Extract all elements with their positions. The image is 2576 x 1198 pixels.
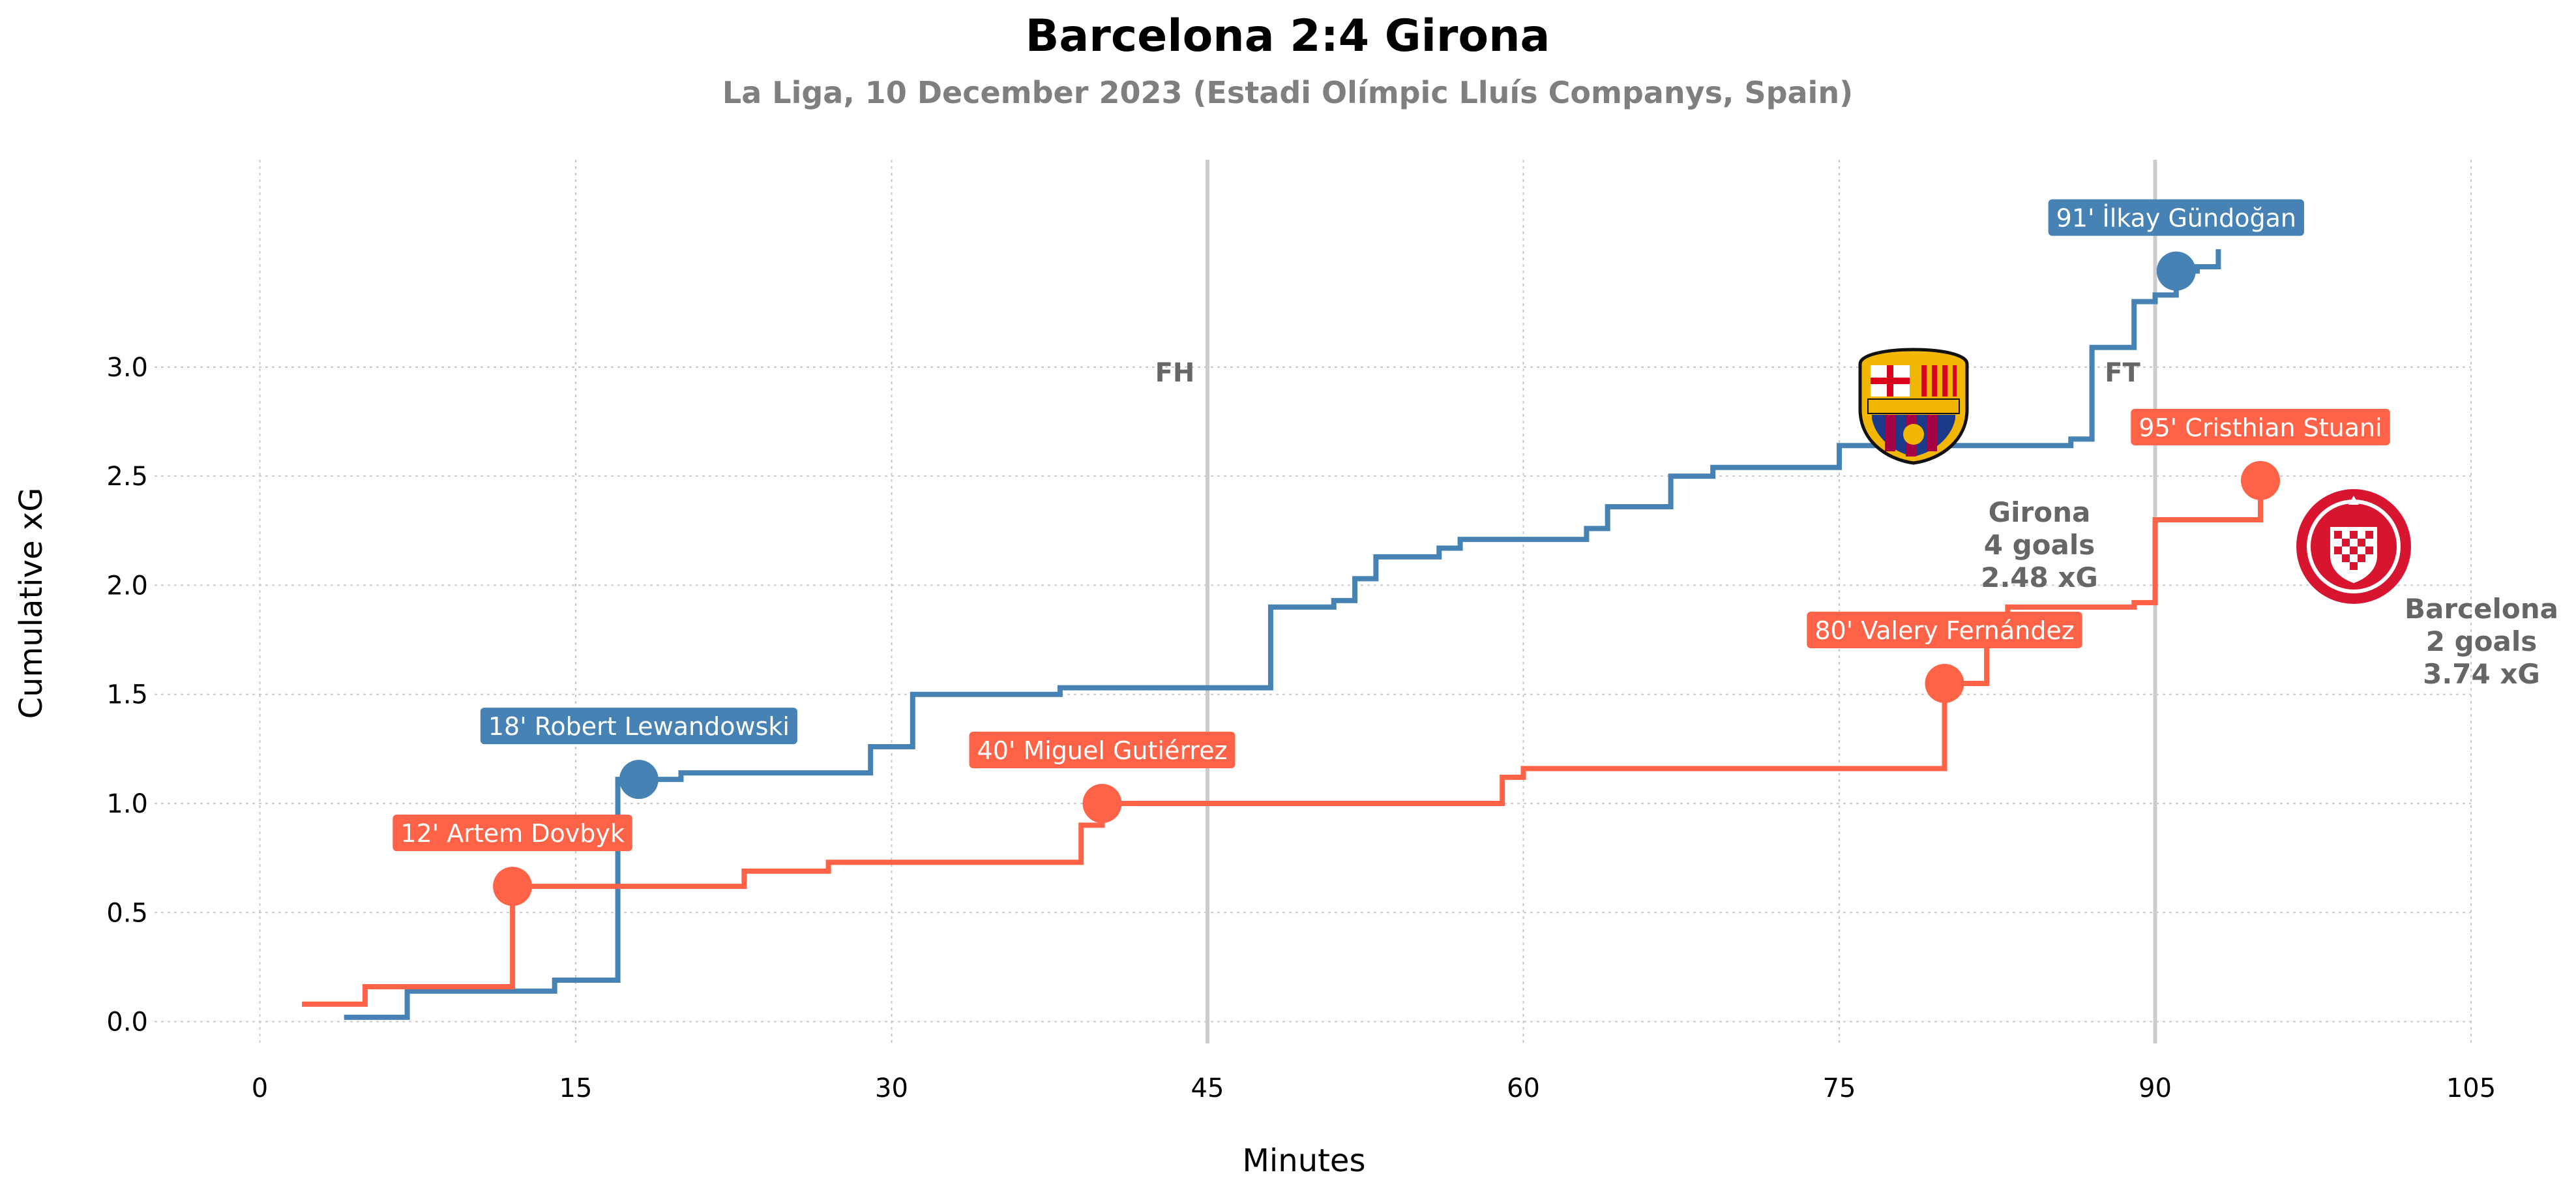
y-tick-label: 0.0 xyxy=(106,1008,148,1038)
goal-marker xyxy=(1925,663,1964,703)
team-summary-line: Barcelona xyxy=(2405,593,2558,625)
goal-label-box xyxy=(2048,199,2304,236)
goal-marker xyxy=(1082,783,1122,823)
goal-label-box xyxy=(392,815,632,852)
x-tick-label: 90 xyxy=(2139,1073,2172,1103)
y-tick-label: 3.0 xyxy=(106,353,148,383)
y-tick-label: 2.5 xyxy=(106,462,148,492)
y-tick-label: 0.5 xyxy=(106,898,148,928)
x-tick-label: 15 xyxy=(559,1073,593,1103)
goal-annotation: 18' Robert Lewandowski xyxy=(480,708,797,745)
x-tick-label: 60 xyxy=(1507,1073,1540,1103)
goal-marker xyxy=(619,760,659,800)
goal-label: 80' Valery Fernández xyxy=(1814,616,2074,645)
team-summary-line: Girona xyxy=(1989,496,2091,528)
girona-crest-icon xyxy=(2296,489,2411,604)
goal-label: 12' Artem Dovbyk xyxy=(400,819,624,848)
goal-label-box xyxy=(2131,408,2390,445)
goal-markers: 18' Robert Lewandowski 91' İlkay Gündoğan… xyxy=(392,199,2390,906)
goal-label: 40' Miguel Gutiérrez xyxy=(977,736,1228,765)
x-tick-label: 45 xyxy=(1191,1073,1224,1103)
series-line-girona xyxy=(302,480,2263,1007)
goal-annotation: 80' Valery Fernández xyxy=(1807,611,2082,648)
y-tick-label: 2.0 xyxy=(106,571,148,601)
x-axis-label: Minutes xyxy=(1243,1143,1366,1179)
axis-ticks: 0 15 30 45 60 75 90 105 0.0 0.5 1.0 1.5 2.0 2.5 3.0 xyxy=(106,353,2496,1103)
y-axis-label: Cumulative xG xyxy=(13,488,50,719)
chart-subtitle: La Liga, 10 December 2023 (Estadi Olímpi… xyxy=(722,75,1853,110)
goal-label: 91' İlkay Gündoğan xyxy=(2056,204,2296,233)
goal-annotation: 40' Miguel Gutiérrez xyxy=(969,731,1236,768)
goal-marker xyxy=(2241,460,2280,500)
goal-label-box xyxy=(480,708,797,745)
team-summary-line: 3.74 xG xyxy=(2423,658,2540,690)
period-lines: FH FT xyxy=(1155,160,2157,1043)
goal-annotation: 91' İlkay Gündoğan xyxy=(2048,199,2304,236)
x-tick-label: 30 xyxy=(875,1073,908,1103)
chart-title: Barcelona 2:4 Girona xyxy=(1026,10,1550,62)
goal-label-box xyxy=(969,731,1236,768)
goal-label: 18' Robert Lewandowski xyxy=(488,712,790,741)
barcelona-crest-icon xyxy=(1858,348,1969,465)
team-summary-line: 2.48 xG xyxy=(1981,562,2098,593)
goal-annotation: 12' Artem Dovbyk xyxy=(392,815,632,852)
grid xyxy=(155,160,2472,1043)
team-summary-line: 4 goals xyxy=(1984,529,2095,561)
period-line-label: FH xyxy=(1155,358,1195,388)
goal-marker xyxy=(2156,251,2196,291)
series-line-barcelona xyxy=(344,249,2221,1020)
goal-marker xyxy=(493,867,533,906)
goal-annotation: 95' Cristhian Stuani xyxy=(2131,408,2390,445)
period-line-label: FT xyxy=(2105,358,2140,388)
goal-label-box xyxy=(1807,611,2082,648)
series-lines xyxy=(302,249,2263,1020)
y-tick-label: 1.5 xyxy=(106,680,148,710)
goal-label: 95' Cristhian Stuani xyxy=(2139,413,2382,442)
team-summary-line: 2 goals xyxy=(2426,625,2538,657)
x-tick-label: 105 xyxy=(2446,1073,2496,1103)
x-tick-label: 75 xyxy=(1823,1073,1856,1103)
y-tick-label: 1.0 xyxy=(106,789,148,819)
x-tick-label: 0 xyxy=(252,1073,268,1103)
